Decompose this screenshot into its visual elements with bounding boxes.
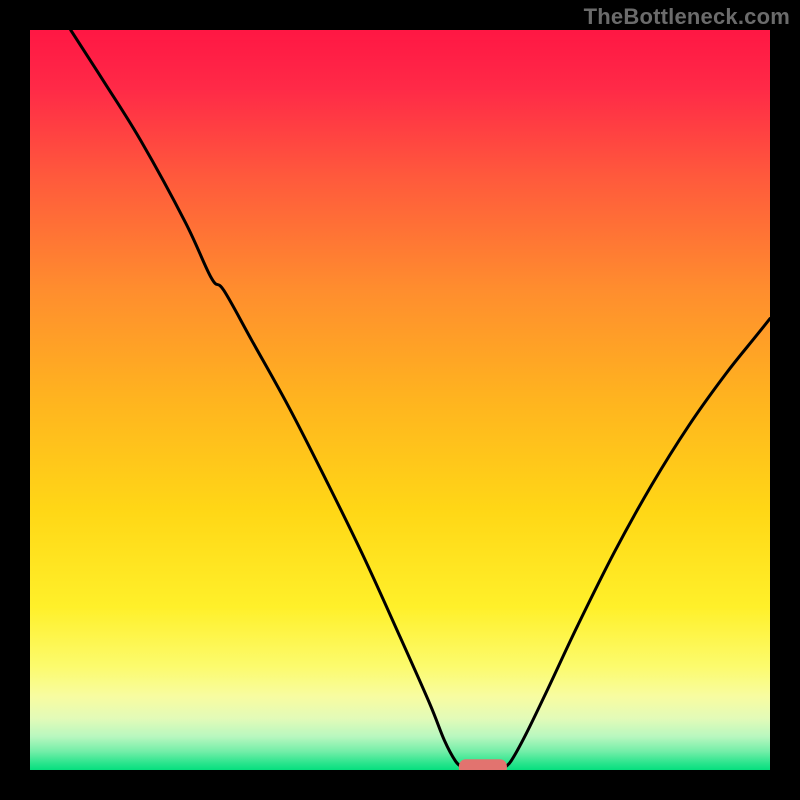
watermark-text: TheBottleneck.com bbox=[584, 4, 790, 30]
chart-svg bbox=[0, 0, 800, 800]
chart-container: TheBottleneck.com bbox=[0, 0, 800, 800]
